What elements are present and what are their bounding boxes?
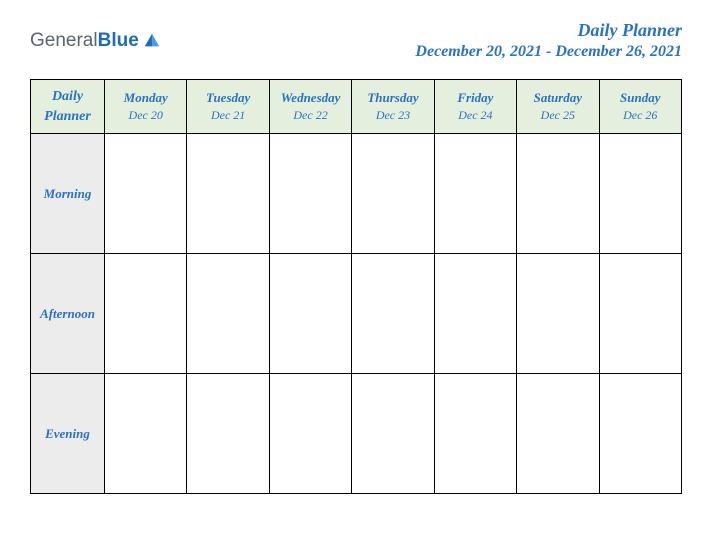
day-name: Sunday: [602, 90, 679, 106]
planner-cell: [352, 134, 434, 254]
planner-cell: [187, 134, 269, 254]
planner-table: Daily Planner Monday Dec 20 Tuesday Dec …: [30, 79, 682, 494]
day-header: Wednesday Dec 22: [269, 80, 351, 134]
planner-cell: [434, 134, 516, 254]
logo: GeneralBlue: [30, 30, 161, 52]
page-title: Daily Planner: [415, 20, 682, 41]
planner-cell: [105, 254, 187, 374]
date-range: December 20, 2021 - December 26, 2021: [415, 43, 682, 61]
day-header: Friday Dec 24: [434, 80, 516, 134]
planner-cell: [517, 254, 599, 374]
planner-cell: [105, 134, 187, 254]
day-date: Dec 22: [272, 108, 349, 123]
planner-cell: [105, 374, 187, 494]
day-header: Monday Dec 20: [105, 80, 187, 134]
day-name: Wednesday: [272, 90, 349, 106]
period-row: Morning: [31, 134, 682, 254]
planner-cell: [599, 134, 681, 254]
planner-cell: [269, 254, 351, 374]
corner-cell: Daily Planner: [31, 80, 105, 134]
day-header: Sunday Dec 26: [599, 80, 681, 134]
day-date: Dec 26: [602, 108, 679, 123]
day-date: Dec 21: [189, 108, 266, 123]
corner-label: Daily Planner: [44, 89, 91, 123]
planner-cell: [187, 254, 269, 374]
day-name: Friday: [437, 90, 514, 106]
period-row: Evening: [31, 374, 682, 494]
logo-text-general: General: [30, 30, 98, 51]
logo-mark-icon: [143, 32, 161, 50]
header: GeneralBlue Daily Planner December 20, 2…: [30, 20, 682, 61]
period-label: Evening: [31, 374, 105, 494]
day-header: Thursday Dec 23: [352, 80, 434, 134]
day-name: Saturday: [519, 90, 596, 106]
day-header: Saturday Dec 25: [517, 80, 599, 134]
period-row: Afternoon: [31, 254, 682, 374]
logo-text-blue: Blue: [98, 30, 139, 51]
day-header: Tuesday Dec 21: [187, 80, 269, 134]
day-date: Dec 23: [354, 108, 431, 123]
day-date: Dec 25: [519, 108, 596, 123]
planner-cell: [352, 374, 434, 494]
planner-cell: [352, 254, 434, 374]
day-date: Dec 24: [437, 108, 514, 123]
planner-cell: [434, 374, 516, 494]
planner-cell: [187, 374, 269, 494]
planner-cell: [599, 374, 681, 494]
planner-cell: [434, 254, 516, 374]
planner-cell: [269, 134, 351, 254]
day-name: Tuesday: [189, 90, 266, 106]
planner-cell: [517, 374, 599, 494]
title-block: Daily Planner December 20, 2021 - Decemb…: [415, 20, 682, 61]
planner-cell: [599, 254, 681, 374]
planner-cell: [269, 374, 351, 494]
day-name: Thursday: [354, 90, 431, 106]
period-label: Morning: [31, 134, 105, 254]
planner-cell: [517, 134, 599, 254]
day-name: Monday: [107, 90, 184, 106]
period-label: Afternoon: [31, 254, 105, 374]
header-row: Daily Planner Monday Dec 20 Tuesday Dec …: [31, 80, 682, 134]
day-date: Dec 20: [107, 108, 184, 123]
